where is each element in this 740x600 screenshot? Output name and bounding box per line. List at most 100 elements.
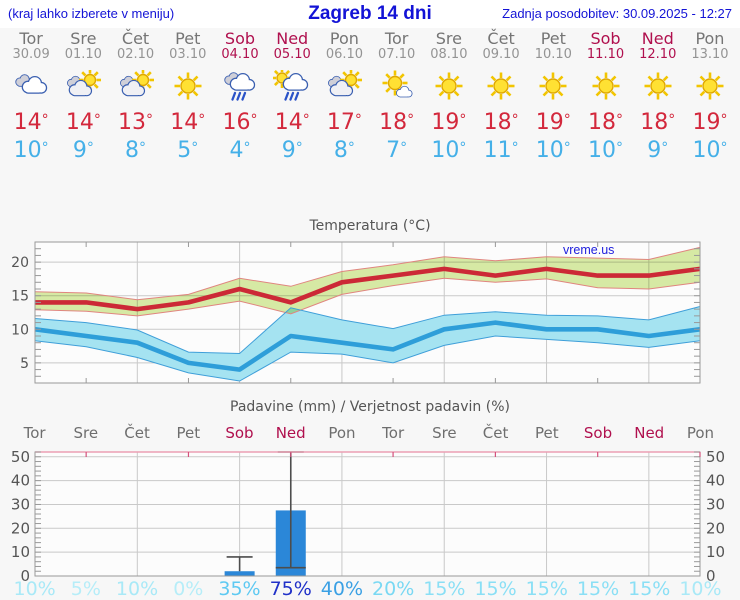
precip-probability-label: 15% <box>474 578 517 600</box>
high-temp-label: 19° <box>431 110 467 135</box>
day-name-label: Pet <box>175 29 201 48</box>
high-temp-label: 18° <box>588 110 624 135</box>
forecast-day-column[interactable]: Pon 06.10 17° 8° <box>318 30 370 164</box>
forecast-day-column[interactable]: Sre 08.10 19° 10° <box>423 30 475 164</box>
day-name-label: Sob <box>590 29 621 48</box>
day-name-label: Ned <box>641 29 674 48</box>
precip-y-tick-label-left: 10 <box>11 543 30 561</box>
day-date-label: 07.10 <box>378 47 416 62</box>
forecast-day-column[interactable]: Pon 13.10 19° 10° <box>684 30 736 164</box>
precip-probability-label: 15% <box>525 578 568 600</box>
temp-y-tick-label: 15 <box>11 289 29 305</box>
precip-day-label: Ned <box>275 424 306 442</box>
high-temp-label: 17° <box>326 110 362 135</box>
day-date-label: 01.10 <box>64 47 102 62</box>
forecast-day-column[interactable]: Pet 10.10 19° 10° <box>527 30 579 164</box>
precip-probability-label: 40% <box>320 578 364 600</box>
day-date-label: 03.10 <box>169 47 207 62</box>
high-temp-label: 16° <box>222 110 258 135</box>
low-temp-label: 4° <box>229 138 251 163</box>
precip-probability-label: 75% <box>269 578 312 600</box>
day-date-label: 02.10 <box>116 47 155 62</box>
temp-y-tick-label: 5 <box>20 356 29 372</box>
low-temp-label: 5° <box>177 138 199 163</box>
forecast-day-column[interactable]: Pet 03.10 14° 5° <box>162 30 214 164</box>
weather-icon-mostly-sunny <box>382 70 413 98</box>
low-temp-label: 10° <box>13 138 49 163</box>
precip-day-label: Čet <box>124 424 150 442</box>
low-temp-label: 10° <box>535 138 571 163</box>
day-name-label: Pon <box>329 29 359 48</box>
precip-probability-label: 15% <box>576 578 620 600</box>
last-updated: Zadnja posodobitev: 30.09.2025 - 12:27 <box>502 6 732 21</box>
menu-hint[interactable]: (kraj lahko izberete v meniju) <box>8 6 175 21</box>
weather-icon-sun-rain <box>272 68 309 101</box>
precip-probability-label: 15% <box>628 578 671 600</box>
temp-y-tick-label: 10 <box>11 322 29 338</box>
precip-day-label: Pon <box>686 424 715 442</box>
day-name-label: Pon <box>695 29 725 48</box>
precip-probability-label: 0% <box>173 578 204 600</box>
precip-y-tick-label-right: 10 <box>706 543 725 561</box>
precip-day-label: Ned <box>634 424 665 442</box>
precip-y-tick-label-right: 20 <box>706 519 725 537</box>
precip-day-label: Sre <box>73 424 99 442</box>
precip-probability-label: 15% <box>423 578 466 600</box>
precip-day-label: Pet <box>534 424 559 442</box>
day-name-label: Tor <box>19 29 43 48</box>
precip-probability-label: 10% <box>115 578 159 600</box>
weather-icon-sunny <box>696 72 724 100</box>
day-name-label: Čet <box>121 29 150 48</box>
weather-icon-sunny <box>435 72 463 100</box>
forecast-day-column[interactable]: Čet 09.10 18° 11° <box>475 30 527 164</box>
high-temp-label: 19° <box>692 110 728 135</box>
day-name-label: Sob <box>224 29 256 48</box>
precip-probability-label: 20% <box>372 578 415 600</box>
forecast-day-column[interactable]: Sob 04.10 16° 4° <box>214 30 266 164</box>
weather-icon-sunny <box>487 72 515 100</box>
precip-day-labels-row: Tor Sre Čet Pet Sob Ned Pon Tor Sre Čet Pet Sob Ned P… <box>9 424 726 442</box>
precip-bar <box>224 571 255 576</box>
forecast-day-column[interactable]: Sob 11.10 18° 10° <box>579 30 631 164</box>
day-date-label: 11.10 <box>586 47 625 62</box>
weather-icon-sunny <box>644 72 672 100</box>
day-name-label: Sre <box>435 29 462 48</box>
day-date-label: 08.10 <box>430 47 468 62</box>
precip-chart-title: Padavine (mm) / Verjetnost padavin (%) <box>230 399 510 415</box>
weather-icon-partly-cloudy <box>119 69 154 97</box>
precip-y-tick-label-right: 30 <box>706 495 725 513</box>
forecast-day-column[interactable]: Ned 12.10 18° 9° <box>632 30 684 164</box>
high-temp-label: 14° <box>65 110 101 135</box>
low-temp-label: 8° <box>125 138 147 163</box>
forecast-day-column[interactable]: Sre 01.10 14° 9° <box>57 30 109 164</box>
precip-day-label: Tor <box>23 424 46 442</box>
max-temp-line <box>35 266 701 312</box>
min-temp-line <box>34 320 701 372</box>
day-name-label: Tor <box>384 29 409 48</box>
precip-y-tick-label-left: 0 <box>20 567 30 585</box>
precip-y-tick-label-left: 40 <box>11 472 30 490</box>
day-date-label: 06.10 <box>325 47 364 62</box>
precip-y-tick-label-left: 30 <box>11 495 30 513</box>
precip-y-tick-label-right: 0 <box>706 567 716 585</box>
precip-y-tick-label-right: 40 <box>706 472 725 490</box>
temp-y-tick-label: 20 <box>11 255 29 271</box>
page-title: Zagreb 14 dni <box>308 3 432 24</box>
high-temp-label: 14° <box>13 110 49 135</box>
forecast-day-column[interactable]: Čet 02.10 13° 8° <box>109 30 161 164</box>
forecast-day-column[interactable]: Tor 30.09 14° 10° <box>5 30 57 164</box>
weather-icon-sunny <box>174 72 202 100</box>
day-name-label: Pet <box>540 29 566 48</box>
day-date-label: 10.10 <box>534 47 572 62</box>
watermark-link[interactable]: vreme.us <box>563 243 615 257</box>
low-temp-label: 9° <box>72 138 94 163</box>
high-temp-label: 19° <box>535 110 571 135</box>
low-temp-label: 9° <box>281 138 303 163</box>
precip-probability-label: 10% <box>13 578 56 600</box>
forecast-day-column[interactable]: Tor 07.10 18° 7° <box>371 30 423 164</box>
low-temp-label: 7° <box>386 138 408 163</box>
forecast-day-column[interactable]: Ned 05.10 14° 9° <box>266 30 318 164</box>
precip-day-label: Sob <box>583 424 613 442</box>
precip-y-tick-label-left: 50 <box>11 448 30 466</box>
